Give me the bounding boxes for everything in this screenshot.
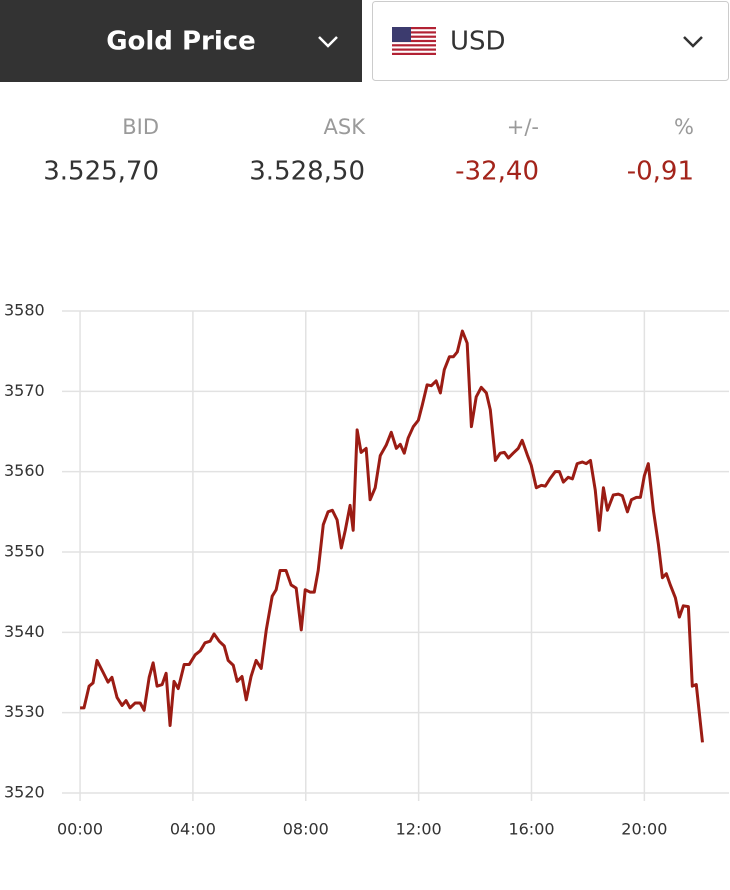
y-tick-label: 3560 <box>4 461 45 480</box>
x-tick-label: 04:00 <box>170 820 216 839</box>
quote-label: % <box>674 115 694 139</box>
metal-dropdown[interactable]: Gold Price <box>0 0 362 82</box>
quote-value: -32,40 <box>455 157 539 187</box>
dropdown-label: Gold Price <box>106 27 256 57</box>
chevron <box>683 36 703 48</box>
quote-label: BID <box>122 115 159 139</box>
x-tick-label: 08:00 <box>283 820 329 839</box>
quote-label: +/- <box>507 115 539 139</box>
quote-value: 3.528,50 <box>249 157 365 187</box>
x-tick-label: 20:00 <box>621 820 667 839</box>
chart: 3520 3530 3540 3550 3560 3570 3580 00:00 04:00 08… <box>4 301 729 839</box>
x-tick-label: 00:00 <box>57 820 103 839</box>
x-tick-label: 12:00 <box>396 820 442 839</box>
quote-label: ASK <box>324 115 367 139</box>
y-tick-label: 3540 <box>4 622 45 641</box>
dropdown-label: USD <box>450 27 506 57</box>
y-tick-label: 3550 <box>4 542 45 561</box>
x-tick-label: 16:00 <box>508 820 554 839</box>
quote-value: -0,91 <box>627 157 694 187</box>
us-flag <box>392 27 436 55</box>
y-tick-label: 3580 <box>4 301 45 320</box>
dropdown-bg <box>0 0 362 82</box>
y-tick-label: 3570 <box>4 381 45 400</box>
y-tick-label: 3520 <box>4 783 45 802</box>
currency-dropdown[interactable]: USD <box>372 1 729 81</box>
quote-value: 3.525,70 <box>43 157 159 187</box>
price-line <box>80 329 704 743</box>
chevron <box>318 36 338 48</box>
y-tick-label: 3530 <box>4 702 45 721</box>
dropdown-bg <box>372 1 729 81</box>
